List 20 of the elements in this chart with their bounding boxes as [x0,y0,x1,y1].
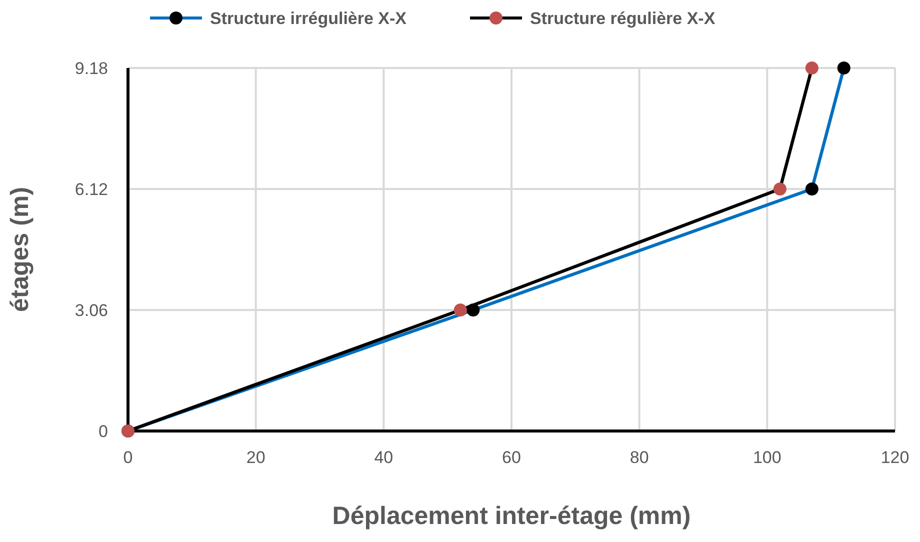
y-tick-label: 3.06 [74,301,108,320]
point [837,62,850,74]
y-axis-title: étages (m) [6,186,34,312]
x-tick-label: 20 [246,448,266,467]
x-tick-label: 0 [123,448,133,467]
point [773,182,786,196]
legend-label: Structure irrégulière X-X [210,9,408,28]
x-tick-label: 40 [374,448,394,467]
x-tick-label: 100 [752,448,782,467]
x-tick-label: 80 [630,448,649,467]
point [805,62,818,74]
x-axis-title: Déplacement inter-étage (mm) [332,502,691,530]
point [805,182,818,196]
x-tick-label: 120 [880,448,910,467]
x-tick-label: 60 [502,448,521,467]
y-tick-label: 0 [98,422,108,441]
y-tick-label: 9.18 [74,59,108,78]
point [454,304,467,316]
y-tick-label: 6.12 [74,180,108,199]
legend-label: Structure régulière X-X [530,9,716,28]
